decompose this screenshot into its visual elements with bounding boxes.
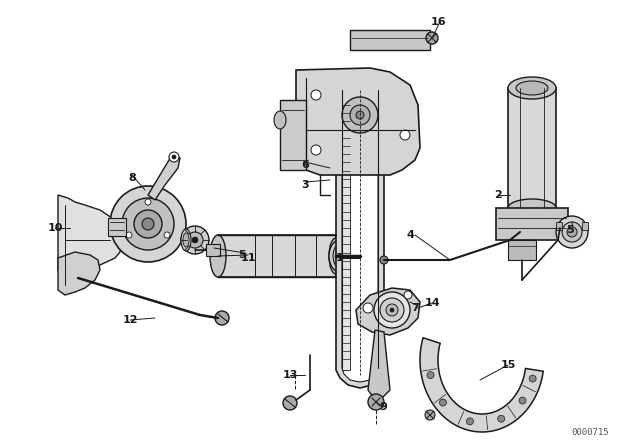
Text: 0000715: 0000715 <box>571 427 609 436</box>
Text: 11: 11 <box>240 253 256 263</box>
Text: 6: 6 <box>301 160 309 170</box>
Circle shape <box>363 303 373 313</box>
Circle shape <box>145 199 151 205</box>
Circle shape <box>519 397 526 404</box>
Circle shape <box>142 218 154 230</box>
Circle shape <box>169 152 179 162</box>
Circle shape <box>380 256 388 264</box>
Bar <box>206 244 220 256</box>
Polygon shape <box>420 338 543 432</box>
Ellipse shape <box>508 199 556 217</box>
Text: 5: 5 <box>566 225 574 235</box>
Text: 7: 7 <box>411 303 419 313</box>
Circle shape <box>567 227 577 237</box>
Circle shape <box>390 308 394 312</box>
Ellipse shape <box>183 233 189 247</box>
Polygon shape <box>336 80 384 388</box>
Bar <box>280 100 306 170</box>
Circle shape <box>467 418 474 425</box>
Circle shape <box>181 226 209 254</box>
Circle shape <box>380 298 404 322</box>
Circle shape <box>134 210 162 238</box>
Text: 1: 1 <box>336 253 344 263</box>
Polygon shape <box>356 288 420 335</box>
Polygon shape <box>58 252 100 295</box>
Text: 15: 15 <box>500 360 516 370</box>
Ellipse shape <box>210 235 226 277</box>
Text: 8: 8 <box>128 173 136 183</box>
Polygon shape <box>342 90 378 382</box>
Polygon shape <box>58 195 122 280</box>
Circle shape <box>311 145 321 155</box>
Text: 10: 10 <box>47 223 63 233</box>
Text: 12: 12 <box>122 315 138 325</box>
Text: 14: 14 <box>424 298 440 308</box>
Circle shape <box>556 216 588 248</box>
Circle shape <box>122 198 174 250</box>
Text: 2: 2 <box>494 190 502 200</box>
Circle shape <box>350 105 370 125</box>
Circle shape <box>311 90 321 100</box>
Text: 16: 16 <box>430 17 446 27</box>
Circle shape <box>283 396 297 410</box>
Ellipse shape <box>516 81 548 95</box>
Bar <box>508 88 556 208</box>
Bar <box>556 222 562 230</box>
Circle shape <box>427 371 434 379</box>
Circle shape <box>342 97 378 133</box>
Circle shape <box>368 394 384 410</box>
Circle shape <box>404 291 412 299</box>
Bar <box>350 30 430 50</box>
Bar <box>582 222 588 230</box>
Circle shape <box>529 375 536 382</box>
Text: 9: 9 <box>379 402 387 412</box>
Circle shape <box>192 237 198 243</box>
Circle shape <box>187 232 203 248</box>
Circle shape <box>386 304 398 316</box>
Text: 4: 4 <box>406 230 414 240</box>
Circle shape <box>164 232 170 238</box>
Polygon shape <box>148 155 180 200</box>
Bar <box>108 218 126 236</box>
Ellipse shape <box>329 238 343 274</box>
Text: 5: 5 <box>238 250 246 260</box>
Bar <box>496 208 568 240</box>
Ellipse shape <box>336 249 344 263</box>
Circle shape <box>426 32 438 44</box>
Circle shape <box>356 111 364 119</box>
Text: 3: 3 <box>301 180 309 190</box>
Ellipse shape <box>181 229 191 251</box>
Circle shape <box>126 232 132 238</box>
Circle shape <box>374 292 410 328</box>
Circle shape <box>110 186 186 262</box>
Circle shape <box>172 155 176 159</box>
Circle shape <box>440 399 447 406</box>
Bar <box>218 235 336 277</box>
Polygon shape <box>296 68 420 175</box>
Circle shape <box>400 130 410 140</box>
Circle shape <box>215 311 229 325</box>
Bar <box>508 240 536 260</box>
Ellipse shape <box>508 77 556 99</box>
Ellipse shape <box>329 240 351 272</box>
Ellipse shape <box>274 111 286 129</box>
Polygon shape <box>368 330 390 398</box>
Circle shape <box>498 415 505 422</box>
Circle shape <box>425 410 435 420</box>
Ellipse shape <box>333 244 347 268</box>
Text: 13: 13 <box>282 370 298 380</box>
Bar <box>342 100 350 370</box>
Circle shape <box>562 222 582 242</box>
